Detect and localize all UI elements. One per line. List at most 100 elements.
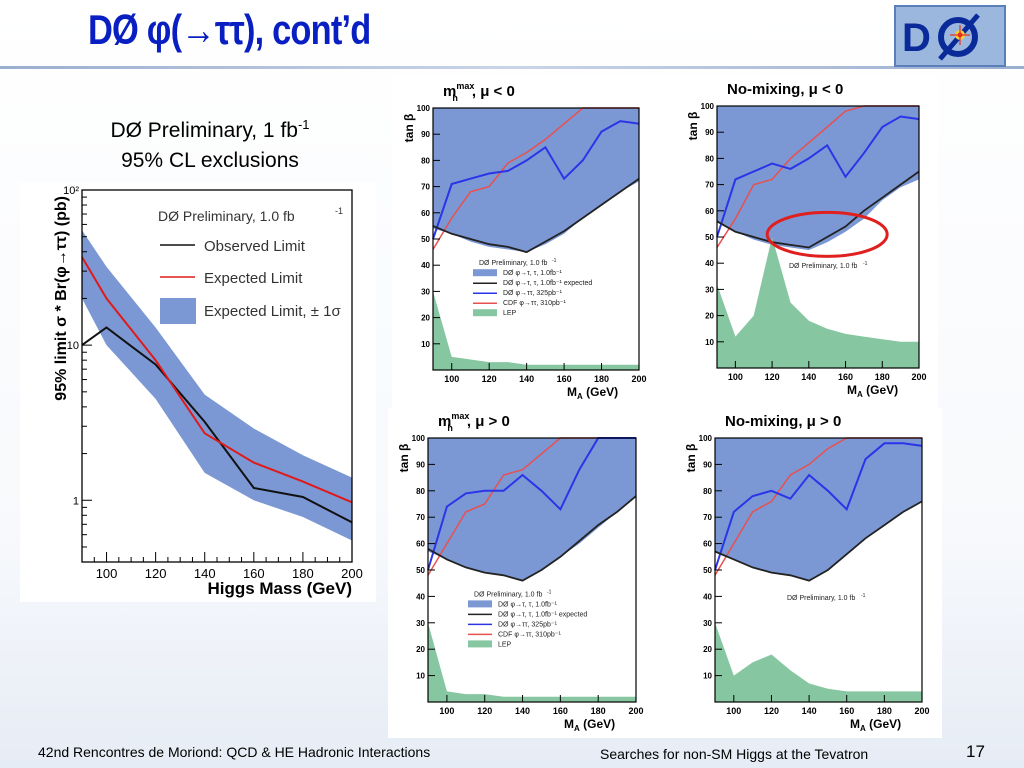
x-tick-label: 160 bbox=[557, 374, 572, 384]
chart-title-rest: , μ > 0 bbox=[467, 413, 510, 430]
y-tick-label: 60 bbox=[416, 540, 425, 549]
y-tick-label: 40 bbox=[705, 259, 714, 268]
y-tick-label: 70 bbox=[416, 513, 425, 522]
nomix-mu-neg-d0-325-line bbox=[716, 115, 920, 238]
mhmax-mu-neg-d0-325-line bbox=[432, 120, 640, 240]
observed-limit-line bbox=[81, 326, 353, 524]
x-tick-label: 100 bbox=[96, 566, 118, 581]
y-tick-label: 90 bbox=[703, 460, 712, 469]
mhmax-mu-neg-d0-expected-line bbox=[432, 177, 640, 254]
legend-entry-label: CDF φ→ττ, 310pb⁻¹ bbox=[498, 631, 561, 638]
nomix-mu-pos-y-axis-label: tan β bbox=[684, 444, 698, 473]
exclusions-caption: DØ Preliminary, 1 fb-1 95% CL exclusions bbox=[60, 110, 360, 176]
y-tick-label: 80 bbox=[703, 487, 712, 496]
y-tick-label: 100 bbox=[412, 434, 426, 443]
x-tick-label: 160 bbox=[553, 706, 568, 716]
legend-header: DØ Preliminary, 1.0 fb bbox=[479, 260, 547, 267]
x-tick-label: 160 bbox=[839, 706, 854, 716]
legend-entry-label: DØ φ→τ, τ, 1.0fb⁻¹ bbox=[503, 270, 563, 277]
legend-entry-label: LEP bbox=[503, 310, 517, 317]
legend-observed-label: Observed Limit bbox=[204, 238, 306, 255]
chart-title-rest: , μ > 0 bbox=[798, 413, 841, 430]
x-tick-label: 100 bbox=[444, 374, 459, 384]
mhmax-mu-neg-lep-region bbox=[433, 291, 639, 370]
expected-limit-line bbox=[81, 256, 353, 504]
d0-logo: D bbox=[894, 5, 1006, 67]
y-tick-label: 100 bbox=[417, 104, 431, 113]
legend-entry-label: CDF φ→ττ, 310pb⁻¹ bbox=[503, 300, 566, 307]
y-tick-label: 10 bbox=[416, 672, 425, 681]
chart-title-sub: h bbox=[447, 423, 453, 433]
x-axis-label-sub: A bbox=[860, 724, 866, 733]
y-tick-label: 10 bbox=[67, 340, 79, 352]
legend-band-label: Expected Limit, ± 1σ bbox=[204, 303, 341, 320]
legend-entry-label: DØ φ→τ, τ, 1.0fb⁻¹ expected bbox=[503, 280, 592, 287]
x-tick-label: 120 bbox=[764, 706, 779, 716]
y-tick-label: 1 bbox=[73, 495, 79, 507]
legend-swatch bbox=[468, 640, 492, 648]
y-tick-label: 50 bbox=[416, 566, 425, 575]
y-tick-label: 90 bbox=[416, 460, 425, 469]
y-tick-label: 90 bbox=[705, 128, 714, 137]
y-tick-label: 10 bbox=[421, 340, 430, 349]
x-tick-label: 180 bbox=[875, 372, 890, 382]
x-axis-label-sub: A bbox=[857, 390, 863, 399]
mhmax-mu-pos-x-axis-label: MA (GeV) bbox=[564, 717, 615, 733]
legend-swatch bbox=[473, 269, 497, 277]
y-tick-label: 70 bbox=[421, 183, 430, 192]
chart-title-sub: h bbox=[452, 93, 458, 103]
x-tick-label: 140 bbox=[515, 706, 530, 716]
y-tick-label: 70 bbox=[705, 181, 714, 190]
legend-header-sup: -1 bbox=[335, 206, 343, 216]
mhmax-mu-neg-y-axis-label: tan β bbox=[402, 114, 416, 143]
legend-header-sup: -1 bbox=[552, 258, 557, 264]
x-tick-label: 200 bbox=[914, 706, 929, 716]
y-tick-label: 80 bbox=[421, 156, 430, 165]
y-tick-label: 30 bbox=[705, 285, 714, 294]
y-tick-label: 50 bbox=[705, 233, 714, 242]
y-tick-label: 40 bbox=[703, 592, 712, 601]
legend-entry-label: DØ φ→τ, τ, 1.0fb⁻¹ expected bbox=[498, 611, 587, 618]
x-tick-label: 180 bbox=[594, 374, 609, 384]
x-tick-label: 120 bbox=[482, 374, 497, 384]
caption-line1-sup: -1 bbox=[297, 117, 310, 132]
x-axis-label-rest: (GeV) bbox=[583, 385, 618, 399]
y-tick-label: 40 bbox=[421, 261, 430, 270]
y-tick-label: 10 bbox=[703, 672, 712, 681]
y-tick-label: 30 bbox=[416, 619, 425, 628]
legend-swatch bbox=[468, 600, 492, 608]
chart-title-sup: max bbox=[451, 411, 469, 421]
nomix-mu-neg-lep-region bbox=[717, 237, 919, 368]
x-axis-label-sub: A bbox=[574, 724, 580, 733]
legend-header: DØ Preliminary, 1.0 fb bbox=[474, 591, 542, 598]
legend-swatch bbox=[473, 309, 497, 317]
nomix-mu-pos-x-axis-label: MA (GeV) bbox=[850, 717, 901, 733]
page-number: 17 bbox=[966, 742, 985, 761]
mhmax-mu-pos-d0-expected-line bbox=[427, 495, 637, 582]
legend-entry-label: LEP bbox=[498, 641, 512, 648]
nomix-mu-neg-d0-expected-line bbox=[716, 170, 920, 249]
x-tick-label: 200 bbox=[341, 566, 363, 581]
nomix-mu-pos-d0-expected-line bbox=[714, 500, 923, 582]
chart-title-sup: max bbox=[456, 81, 474, 91]
mhmax-mu-neg-chart-title: mmax h, μ < 0 bbox=[443, 81, 515, 103]
x-tick-label: 180 bbox=[877, 706, 892, 716]
x-axis-label-rest: (GeV) bbox=[866, 717, 901, 731]
y-tick-label: 50 bbox=[421, 235, 430, 244]
x-tick-label: 140 bbox=[194, 566, 216, 581]
x-tick-label: 200 bbox=[911, 372, 926, 382]
x-tick-label: 180 bbox=[591, 706, 606, 716]
y-tick-label: 100 bbox=[699, 434, 713, 443]
nomix-mu-neg-y-axis-label: tan β bbox=[686, 112, 700, 141]
mhmax-mu-pos-d0-excluded-region bbox=[428, 438, 636, 581]
legend-expected-label: Expected Limit bbox=[204, 270, 303, 287]
legend-header: DØ Preliminary, 1.0 fb bbox=[158, 208, 295, 224]
chart-title-rest: , μ < 0 bbox=[472, 83, 515, 100]
x-tick-label: 100 bbox=[439, 706, 454, 716]
y-tick-label: 50 bbox=[703, 566, 712, 575]
x-tick-label: 140 bbox=[802, 706, 817, 716]
legend-header-sup: -1 bbox=[863, 261, 868, 267]
y-tick-label: 80 bbox=[705, 154, 714, 163]
footer-talk-title: Searches for non-SM Higgs at the Tevatro… bbox=[600, 746, 869, 762]
